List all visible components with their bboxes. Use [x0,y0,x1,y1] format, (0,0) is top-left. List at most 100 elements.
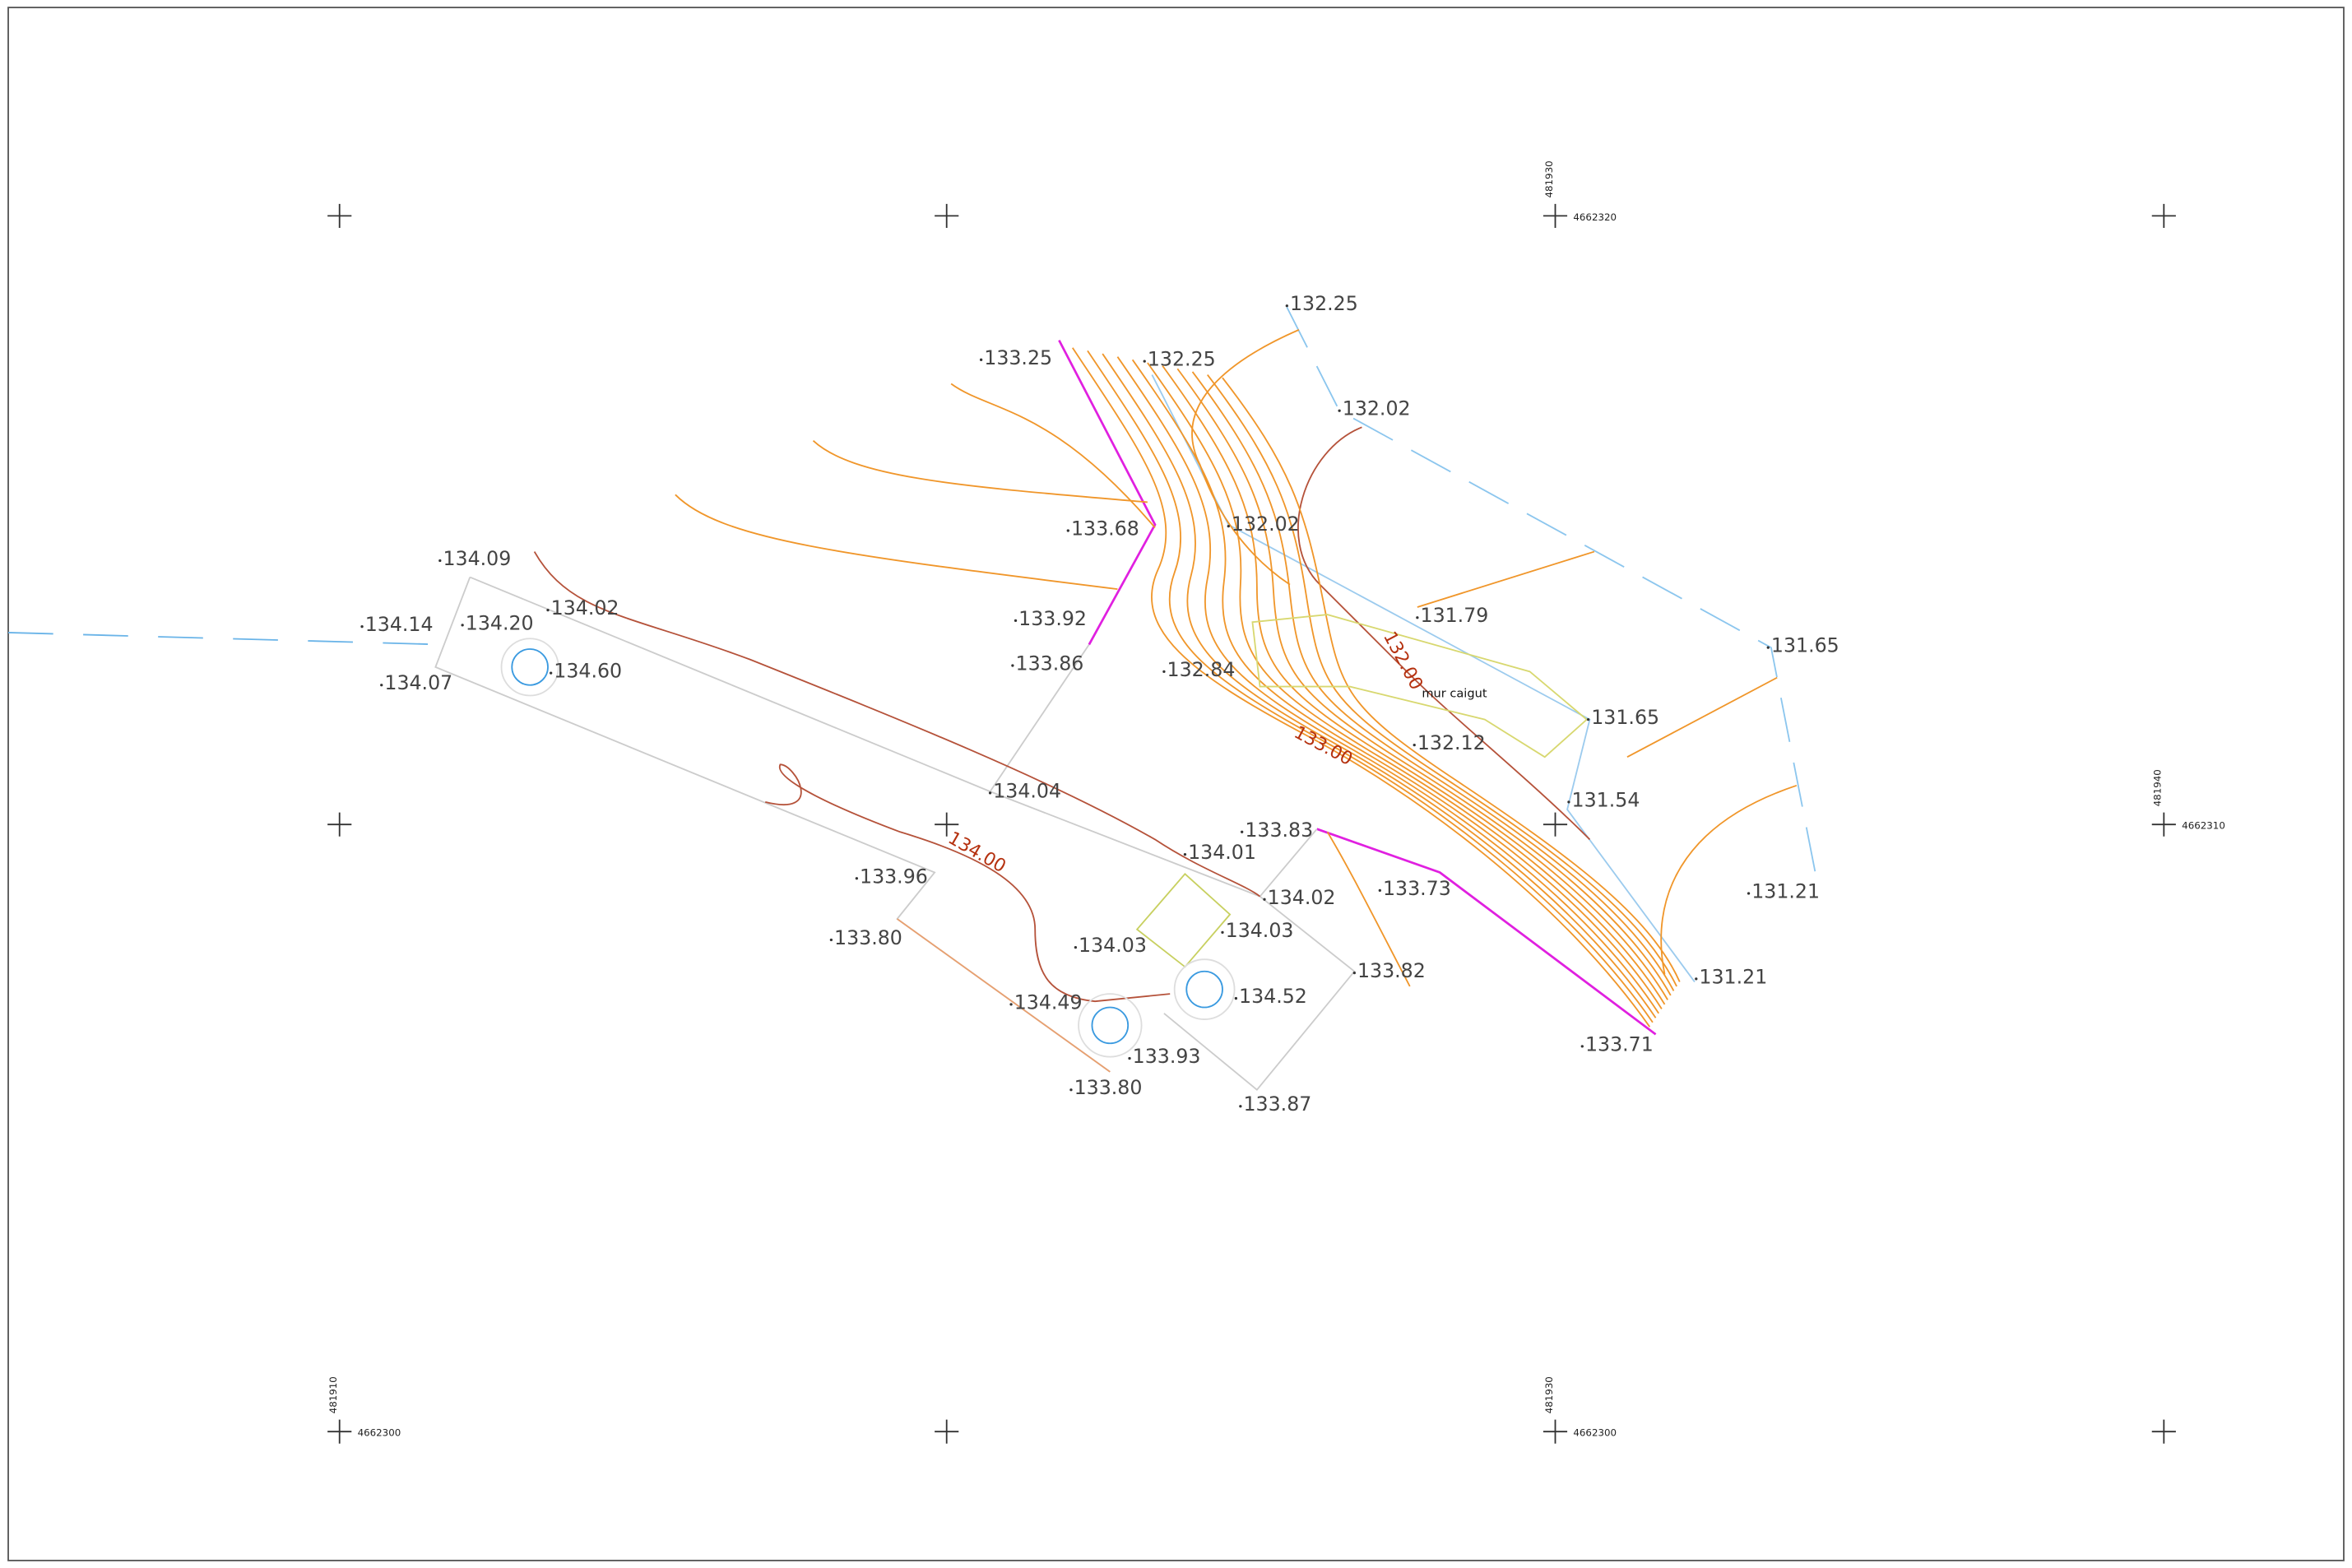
contour [1131,359,1663,1009]
survey-point [1162,670,1166,673]
spot-elevation: 132.84 [1167,658,1236,681]
survey-point [360,625,364,629]
survey-point [1011,664,1014,667]
spot-elevation: 132.02 [1232,513,1300,536]
survey-point [1766,646,1770,649]
contour [1072,347,1651,1028]
linework [7,307,1821,1092]
contour-bundle [1072,347,1681,1028]
survey-point [1128,1056,1131,1060]
spot-elevation: 132.25 [1148,348,1216,371]
survey-point [1143,360,1146,363]
easting: 481930 [1543,160,1555,197]
well [1091,1006,1130,1045]
survey-point [1413,743,1416,747]
spot-elevation: 134.03 [1079,934,1147,957]
frame [7,7,2345,1561]
labels: 132.25 133.25 132.25 132.02 133.68 132.02 134.… [327,160,2225,1438]
spot-elevation: 133.73 [1383,877,1451,900]
survey-point [1069,1088,1073,1092]
spot-elevation: 134.14 [365,613,434,636]
well-ring [1173,958,1236,1020]
survey-point [380,684,383,687]
grid-cross [327,1419,352,1444]
survey-point [1567,800,1570,804]
spot-elevation: 134.02 [551,596,619,619]
spot-elevation: 131.65 [1771,634,1839,657]
survey-point [1352,971,1356,975]
northing: 4662310 [2182,820,2225,832]
northing: 4662320 [1573,211,1617,223]
contour [1162,365,1668,1000]
easting: 481910 [327,1376,339,1413]
contour [1326,831,1411,987]
structure [1135,873,1232,968]
spot-elevation: 131.21 [1699,965,1767,988]
contour [950,383,1156,528]
survey-point [1066,529,1069,532]
survey-point [1074,945,1078,949]
spot-elevation: 133.80 [834,926,902,949]
contour-label: 132.00 [1379,629,1427,694]
survey-point [1285,304,1288,308]
spot-elevation: 132.02 [1343,397,1411,420]
grid-cross [1542,1419,1568,1444]
easting: 481940 [2152,769,2164,806]
spot-elevation: 133.96 [860,865,928,888]
contour [1222,377,1681,982]
spot-elevation: 134.01 [1188,841,1256,864]
survey-point [1221,930,1224,935]
grid-cross [1542,812,1568,837]
well-ring [500,638,559,697]
spot-elevation: 132.25 [1290,292,1358,315]
well-ring [1078,993,1143,1058]
spot-elevation: 133.87 [1243,1092,1311,1116]
contour [1116,356,1660,1014]
contour [1191,371,1675,991]
spot-elevation: 131.79 [1421,604,1489,627]
contour [812,440,1148,503]
grid-cross [935,812,959,837]
spot-elevation: 133.25 [984,346,1052,369]
survey-point [550,671,553,675]
spot-elevation: 134.52 [1239,985,1307,1008]
survey-point [438,559,442,563]
survey-point [461,624,464,627]
contour-134 [533,551,1261,898]
survey-point [1239,1105,1242,1108]
spot-elevation: 134.20 [466,611,534,634]
grid-cross [2151,812,2176,837]
break-line [1316,828,1657,1036]
grid-crosses [327,203,2176,1444]
spot-elevation: 134.04 [993,779,1061,802]
grid-cross [2151,203,2176,228]
break-line [1058,340,1157,646]
survey-point [988,791,992,795]
boundary [989,644,1318,898]
survey-point [979,358,983,361]
spot-elevation: 131.65 [1591,706,1659,729]
spot-elevation: 134.07 [384,671,452,694]
grid-cross [327,812,352,837]
contour-label: 134.00 [944,828,1009,877]
easting: 481930 [1543,1376,1555,1413]
survey-point [1014,619,1018,623]
spot-elevation: 133.82 [1357,959,1426,982]
survey-point [1416,616,1419,619]
survey-point [1695,977,1698,981]
survey-point [1263,898,1266,901]
grid-cross [935,203,959,228]
spot-elevation: 131.54 [1572,788,1640,811]
spot-elevation: 134.03 [1226,919,1294,942]
wall [1251,614,1589,758]
well [1185,970,1223,1009]
spot-elevation: 134.02 [1268,886,1336,909]
grid-cross [1542,203,1568,228]
survey-point [1227,524,1230,528]
contour [1102,353,1657,1018]
survey-point [829,938,833,942]
water-line [1286,307,1821,893]
northing: 4662300 [1573,1427,1617,1439]
annotation: mur caigut [1422,686,1487,700]
